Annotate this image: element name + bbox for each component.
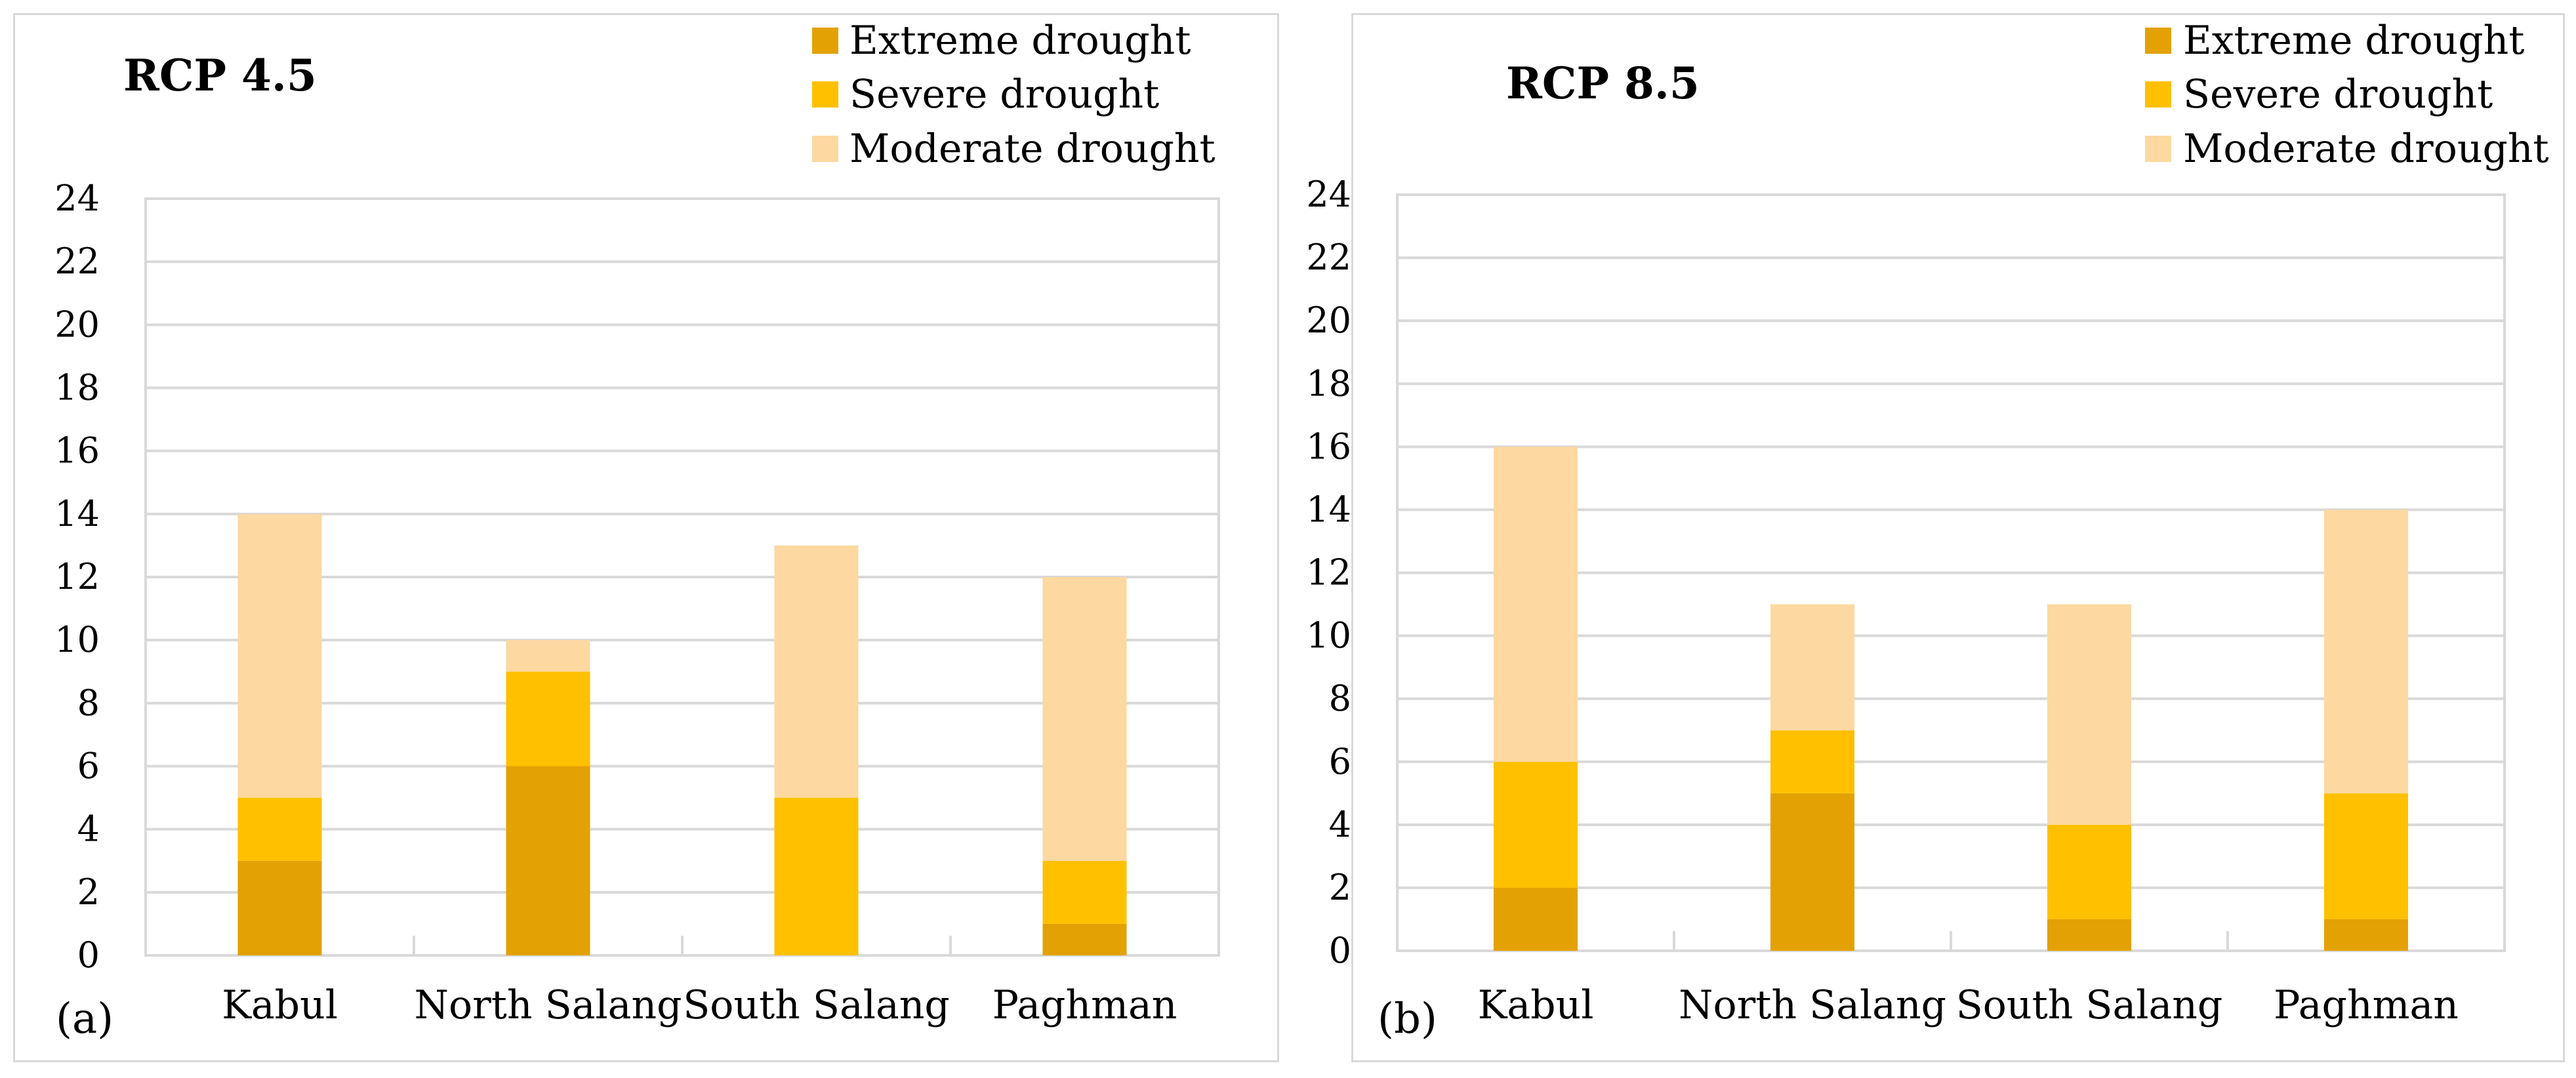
x-tick-label: Kabul — [222, 982, 338, 1028]
bar-severe-drought — [2324, 793, 2408, 919]
bar-moderate-drought — [2324, 509, 2408, 793]
y-tick-label: 4 — [77, 808, 100, 850]
bar-moderate-drought — [237, 513, 322, 798]
y-tick-label: 22 — [1306, 237, 1351, 278]
y-tick-label: 22 — [54, 241, 100, 282]
x-tick-label: South Salang — [683, 982, 950, 1028]
y-tick-label: 8 — [77, 682, 100, 723]
bar-severe-drought — [1770, 730, 1854, 793]
y-tick-label: 6 — [77, 746, 100, 787]
x-tick-label: Paghman — [2274, 982, 2459, 1028]
legend-label: Severe drought — [2183, 71, 2493, 117]
chart-title: RCP 8.5 — [1506, 58, 1700, 109]
bar-moderate-drought — [1042, 577, 1127, 861]
bar-moderate-drought — [1770, 604, 1854, 730]
bar-severe-drought — [1042, 860, 1127, 924]
legend-swatch — [2145, 136, 2171, 162]
bar-moderate-drought — [774, 545, 859, 798]
y-tick-label: 12 — [1306, 552, 1351, 593]
x-tick-label: Kabul — [1478, 982, 1594, 1028]
y-tick-label: 0 — [1329, 930, 1351, 971]
bar-severe-drought — [237, 797, 322, 861]
y-tick-label: 12 — [54, 556, 100, 597]
y-tick-label: 14 — [54, 493, 100, 534]
bar-moderate-drought — [2047, 604, 2131, 825]
bar-extreme-drought — [2324, 919, 2408, 951]
y-tick-label: 16 — [54, 430, 100, 471]
y-tick-label: 18 — [54, 367, 100, 409]
legend-swatch — [812, 28, 838, 54]
y-tick-label: 0 — [77, 934, 100, 976]
y-tick-label: 20 — [54, 304, 100, 345]
legend-swatch — [812, 136, 838, 162]
chart-panel-rcp45 — [13, 13, 1279, 1062]
y-tick-label: 24 — [54, 178, 100, 219]
chart-title: RCP 4.5 — [123, 50, 317, 101]
bar-severe-drought — [1494, 761, 1578, 888]
legend-label: Moderate drought — [2183, 126, 2549, 172]
y-tick-label: 14 — [1306, 489, 1351, 530]
legend-swatch — [2145, 28, 2171, 54]
bar-extreme-drought — [1042, 923, 1127, 955]
bar-extreme-drought — [2047, 919, 2131, 951]
bar-extreme-drought — [1770, 793, 1854, 951]
legend-label: Moderate drought — [849, 126, 1216, 172]
bar-severe-drought — [506, 671, 590, 767]
y-tick-label: 20 — [1306, 300, 1351, 341]
y-tick-label: 8 — [1329, 678, 1351, 719]
bar-severe-drought — [2047, 824, 2131, 919]
legend-swatch — [812, 81, 838, 108]
legend-label: Severe drought — [849, 71, 1159, 117]
legend-swatch — [2145, 81, 2171, 108]
y-tick-label: 2 — [1329, 867, 1351, 908]
y-tick-label: 4 — [1329, 804, 1351, 845]
panel-label: (a) — [56, 995, 113, 1043]
bar-moderate-drought — [506, 640, 590, 672]
y-tick-label: 2 — [77, 871, 100, 913]
panel-label: (b) — [1378, 995, 1437, 1043]
bar-extreme-drought — [1494, 887, 1578, 951]
legend-label: Extreme drought — [2183, 18, 2524, 64]
x-tick-label: North Salang — [414, 982, 682, 1028]
x-tick-label: Paghman — [992, 982, 1177, 1028]
bar-extreme-drought — [237, 860, 322, 955]
bar-extreme-drought — [506, 766, 590, 955]
bar-moderate-drought — [1494, 447, 1578, 762]
bar-severe-drought — [774, 797, 859, 955]
y-tick-label: 6 — [1329, 741, 1351, 782]
x-tick-label: South Salang — [1956, 982, 2223, 1028]
x-tick-label: North Salang — [1679, 982, 1946, 1028]
y-tick-label: 16 — [1306, 426, 1351, 467]
y-tick-label: 10 — [1306, 615, 1351, 656]
legend-label: Extreme drought — [849, 18, 1191, 64]
chart-panel-rcp85 — [1351, 13, 2565, 1062]
y-tick-label: 24 — [1306, 174, 1351, 215]
y-tick-label: 18 — [1306, 363, 1351, 404]
y-tick-label: 10 — [54, 619, 100, 660]
